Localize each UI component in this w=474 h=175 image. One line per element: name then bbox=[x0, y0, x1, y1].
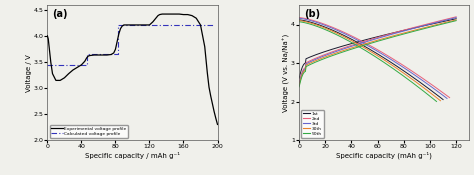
Y-axis label: Voltage (V vs. Na/Na⁺): Voltage (V vs. Na/Na⁺) bbox=[283, 33, 290, 112]
X-axis label: Specific capacity / mAh g⁻¹: Specific capacity / mAh g⁻¹ bbox=[85, 152, 180, 159]
Legend: Experimental voltage profile, Calculated voltage profile: Experimental voltage profile, Calculated… bbox=[50, 125, 128, 138]
X-axis label: Specific capacity (mAh g⁻¹): Specific capacity (mAh g⁻¹) bbox=[336, 152, 432, 159]
Legend: 1st, 2nd, 3rd, 30th, 50th: 1st, 2nd, 3rd, 30th, 50th bbox=[301, 110, 323, 138]
Text: (a): (a) bbox=[53, 9, 68, 19]
Y-axis label: Voltage / V: Voltage / V bbox=[26, 54, 32, 92]
Text: (b): (b) bbox=[304, 9, 320, 19]
